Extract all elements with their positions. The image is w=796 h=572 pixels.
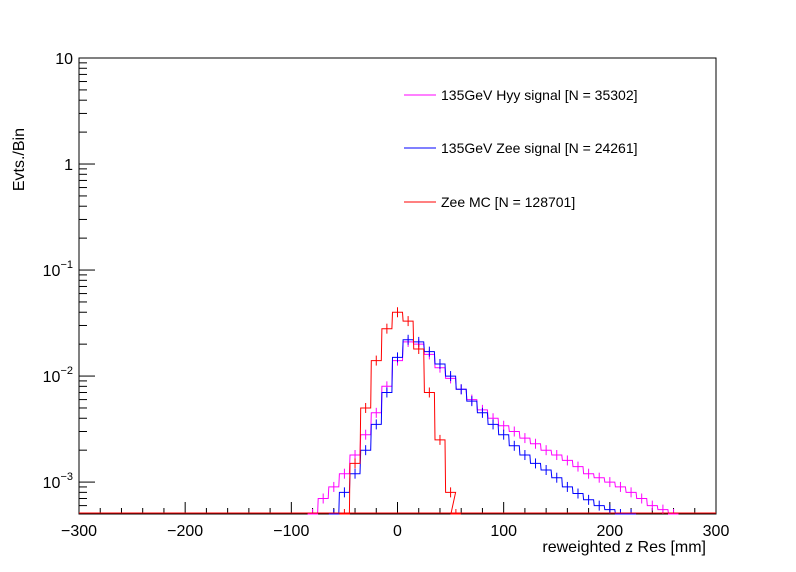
- x-axis-title: reweighted z Res [mm]: [542, 539, 706, 556]
- legend-entry: 135GeV Hyy signal [N = 35302]: [404, 87, 638, 103]
- legend-label: 135GeV Zee signal [N = 24261]: [441, 140, 638, 156]
- y-tick-label: 10−1: [43, 259, 73, 280]
- y-tick-label: 10−3: [43, 471, 73, 492]
- x-tick-label: −300: [61, 523, 97, 540]
- series-line: [339, 311, 461, 515]
- x-tick-label: 200: [596, 523, 623, 540]
- series-3: [339, 307, 461, 515]
- series-line: [328, 339, 637, 515]
- series-2: [328, 334, 637, 515]
- legend-entry: Zee MC [N = 128701]: [404, 194, 575, 210]
- y-tick-label: 1: [64, 157, 73, 174]
- x-tick-label: −200: [167, 523, 203, 540]
- plot-frame: [78, 57, 717, 515]
- y-tick-label: 10−2: [43, 365, 73, 386]
- x-tick-label: 300: [703, 523, 730, 540]
- legend-label: 135GeV Hyy signal [N = 35302]: [441, 87, 638, 103]
- series-layer: [79, 307, 716, 515]
- legend-label: Zee MC [N = 128701]: [441, 194, 575, 210]
- x-tick-label: 0: [393, 523, 402, 540]
- x-tick-label: 100: [490, 523, 517, 540]
- y-axis-title: Evts./Bin: [11, 128, 28, 191]
- legend-entry: 135GeV Zee signal [N = 24261]: [404, 140, 638, 156]
- y-minor-ticks: [79, 62, 87, 515]
- legend: 135GeV Hyy signal [N = 35302] 135GeV Zee …: [404, 87, 638, 210]
- y-tick-label: 10: [55, 51, 73, 68]
- x-tick-label: −100: [273, 523, 309, 540]
- x-ticks: −300 −200 −100 0 100 200 300: [61, 502, 729, 540]
- y-ticks: 10 1 10−1 10−2 10−3: [43, 51, 95, 492]
